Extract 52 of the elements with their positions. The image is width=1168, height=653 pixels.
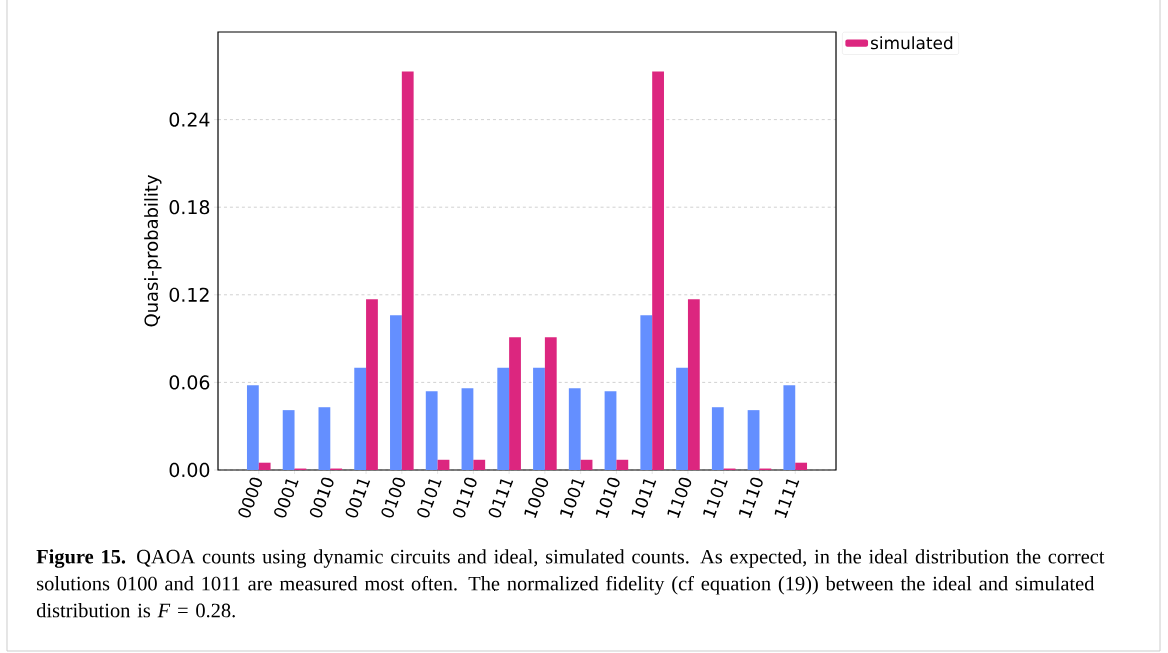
x-tick-label: 0000	[238, 477, 262, 518]
x-tick-label: 0001	[274, 479, 299, 518]
bar	[401, 71, 414, 470]
bar	[604, 391, 617, 470]
bar	[246, 385, 259, 470]
bar	[497, 367, 510, 470]
bar	[509, 337, 521, 470]
x-tick-label: 0101	[417, 479, 442, 518]
bar	[473, 459, 486, 470]
bar	[437, 459, 450, 470]
x-tick-label: 0011	[345, 479, 371, 518]
bar	[425, 391, 438, 470]
bar	[318, 407, 331, 470]
bar	[652, 71, 664, 470]
bar	[390, 315, 402, 470]
legend-label: simulated	[870, 36, 953, 50]
x-tick-label: 0100	[381, 477, 406, 518]
bar	[568, 388, 581, 470]
bar	[687, 299, 700, 470]
bar	[533, 367, 545, 470]
x-tick-label: 1101	[703, 479, 728, 518]
bar	[795, 462, 808, 470]
text: Figure 15. QAOA counts using dynamic circuits and ideal, simulated counts. As expected, in the ideal distribution the correct solutions 0100 and 1011 are measured most often. The normalized fidelity (cf equation (19)) between the ideal and simulated distribution is F = 0.28.	[36, 549, 1105, 618]
x-tick-label: 1010	[595, 477, 620, 518]
bar	[544, 337, 557, 470]
x-tick-label: 1110	[738, 477, 763, 518]
bar	[461, 388, 474, 470]
x-tick-label: 1001	[560, 479, 585, 518]
bar	[282, 410, 295, 470]
bar	[747, 410, 760, 470]
bar	[616, 459, 629, 470]
bar	[640, 315, 653, 470]
x-tick-label: 1011	[631, 479, 657, 518]
bar	[676, 367, 688, 470]
x-tick-label: 0010	[309, 477, 334, 518]
y-tick-label: 0.12	[169, 287, 209, 302]
y-tick-label: 0.06	[169, 375, 210, 390]
x-tick-label: 1100	[667, 477, 692, 518]
x-tick-label: 1000	[524, 477, 549, 518]
x-tick-label: 0111	[488, 479, 514, 518]
bar	[258, 462, 271, 470]
x-tick-label: 0110	[452, 477, 477, 518]
y-tick-label: 0.24	[169, 112, 210, 127]
x-tick-label: 1111	[774, 479, 800, 518]
bar	[580, 459, 593, 470]
bar	[354, 367, 367, 470]
y-tick-label: 0.00	[169, 462, 210, 478]
bar	[783, 385, 796, 470]
y-axis-title: Quasi-probability	[144, 175, 162, 327]
bar	[366, 299, 378, 470]
bar	[711, 407, 724, 470]
y-tick-label: 0.18	[169, 200, 210, 215]
